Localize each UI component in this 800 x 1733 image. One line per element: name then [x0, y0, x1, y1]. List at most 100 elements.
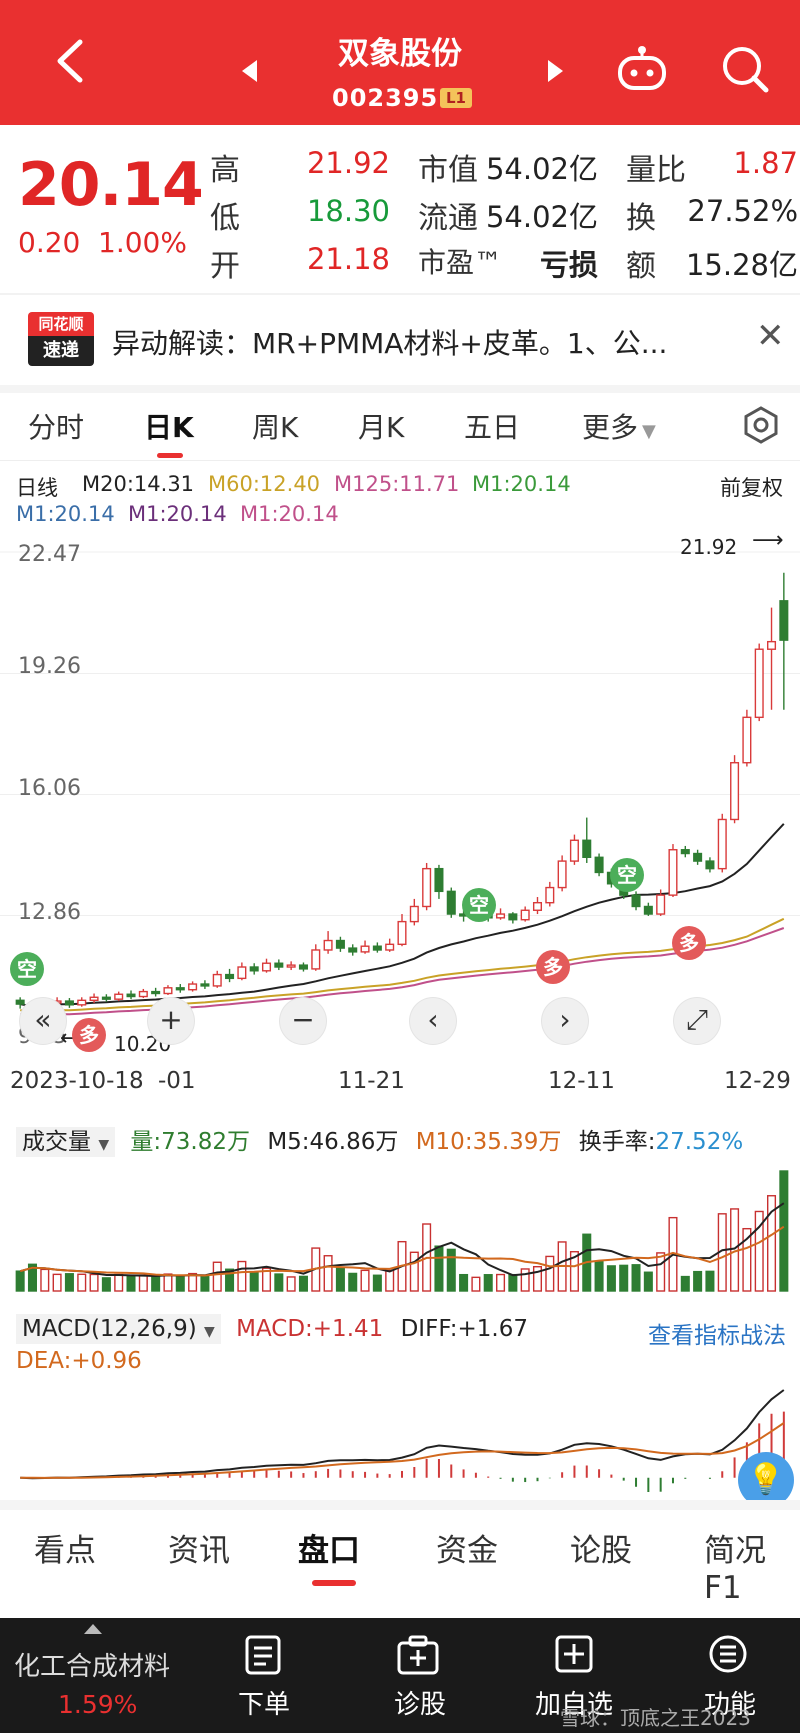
volume-bar — [27, 1263, 37, 1292]
order-icon[interactable] — [244, 1634, 282, 1676]
turnover-rate-label: 换手率: — [578, 1129, 656, 1155]
volume-bar — [188, 1272, 198, 1292]
tab-news[interactable]: 资讯 — [168, 1533, 230, 1569]
volume-bar — [520, 1268, 530, 1292]
candle — [311, 949, 321, 970]
turnover-label: 换 — [626, 201, 656, 236]
adjust-mode[interactable]: 前复权 — [720, 476, 783, 500]
candle — [767, 640, 777, 650]
diff-line — [20, 1389, 785, 1480]
settings-icon[interactable] — [742, 406, 780, 444]
tab-highlights[interactable]: 看点 — [34, 1533, 96, 1569]
y-tick: 22.47 — [18, 542, 81, 567]
next-candle-button[interactable]: › — [542, 998, 588, 1044]
candle — [754, 648, 764, 719]
candle — [200, 983, 210, 987]
volume-bar — [15, 1270, 25, 1292]
lightbulb-icon[interactable]: 💡 — [738, 1452, 794, 1508]
volume-bar — [532, 1265, 543, 1292]
tab-more[interactable]: 更多 ▼ — [582, 406, 656, 446]
candle — [126, 993, 136, 998]
order-button[interactable]: 下单 — [237, 1690, 290, 1720]
close-icon[interactable]: ✕ — [756, 316, 785, 356]
tab-weekly-k[interactable]: 周K — [252, 411, 299, 444]
tab-order-book[interactable]: 盘口 — [298, 1533, 360, 1569]
candle — [77, 999, 87, 1006]
candle — [175, 987, 185, 991]
tab-intraday[interactable]: 分时 — [28, 411, 85, 444]
diagnose-icon[interactable] — [396, 1634, 440, 1676]
tab-five-day[interactable]: 五日 — [464, 411, 521, 444]
candle — [520, 909, 530, 921]
badge-bottom: 速递 — [28, 336, 94, 366]
tab-capital[interactable]: 资金 — [436, 1533, 498, 1569]
chevron-left-icon[interactable] — [52, 38, 86, 84]
candle — [643, 905, 653, 915]
amount-value: 15.28亿 — [685, 248, 798, 282]
volume-bar — [471, 1276, 481, 1292]
kline-chart[interactable] — [0, 525, 800, 1055]
candle — [138, 990, 148, 998]
pe-value: 亏损 — [539, 248, 598, 282]
triangle-right-icon[interactable] — [548, 60, 563, 82]
y-tick: 16.06 — [18, 776, 81, 801]
amount-label: 额 — [626, 249, 656, 284]
news-headline[interactable]: 异动解读：MR+PMMA材料+皮革。1、公... — [112, 327, 668, 360]
candle — [15, 999, 25, 1005]
volume-bar — [643, 1271, 653, 1292]
functions-button[interactable]: 功能 — [703, 1690, 756, 1720]
prev-candle-button[interactable]: ‹ — [410, 998, 456, 1044]
volume-bar — [101, 1277, 111, 1292]
candle — [298, 964, 308, 970]
candle — [569, 839, 579, 862]
candle — [594, 856, 604, 874]
candle — [693, 852, 703, 862]
candle — [114, 993, 124, 1000]
candle — [508, 913, 518, 921]
candle — [348, 947, 358, 953]
candle — [323, 939, 333, 951]
macd-chart[interactable] — [0, 1380, 800, 1498]
candle — [545, 886, 555, 904]
candle — [434, 867, 444, 893]
candle — [212, 973, 222, 987]
volume-bar — [261, 1267, 272, 1292]
tab-profile[interactable]: 简况F1 — [704, 1533, 766, 1606]
triangle-left-icon[interactable] — [242, 60, 257, 82]
zoom-out-button[interactable]: − — [280, 998, 326, 1044]
candle — [64, 1000, 74, 1006]
scroll-left-button[interactable]: « — [20, 998, 66, 1044]
volume-bar — [705, 1270, 715, 1292]
legend-period: 日线 — [16, 476, 58, 500]
zoom-in-button[interactable]: + — [148, 998, 194, 1044]
macd-selector[interactable]: MACD(12,26,9) ▼ — [16, 1314, 221, 1344]
bottom-toolbar — [0, 1618, 800, 1733]
add-watchlist-icon[interactable] — [554, 1634, 594, 1674]
add-watchlist-button[interactable]: 加自选 — [534, 1690, 613, 1720]
fullscreen-button[interactable]: ⤢ — [674, 998, 720, 1044]
volume-bar — [212, 1261, 222, 1292]
caret-up-icon[interactable] — [84, 1624, 102, 1634]
volume-bar — [335, 1267, 345, 1292]
diagnose-button[interactable]: 诊股 — [393, 1690, 446, 1720]
candle — [532, 901, 543, 911]
candle — [446, 890, 456, 915]
candle — [631, 894, 641, 908]
divider — [0, 385, 800, 393]
search-icon[interactable] — [720, 44, 770, 94]
sector-name[interactable]: 化工合成材料 — [14, 1652, 171, 1682]
high-value: 21.92 — [306, 146, 390, 180]
volume-selector[interactable]: 成交量 ▼ — [16, 1127, 116, 1157]
tab-forum[interactable]: 论股 — [570, 1533, 632, 1569]
robot-icon[interactable] — [616, 42, 668, 92]
volume-bar — [360, 1269, 370, 1292]
volume-bar — [446, 1248, 456, 1292]
volume-bar — [409, 1251, 419, 1292]
volume-value: 量:73.82万 — [130, 1129, 250, 1155]
indicator-tips-link[interactable]: 查看指标战法 — [648, 1323, 786, 1349]
tab-monthly-k[interactable]: 月K — [358, 411, 405, 444]
tab-daily-k[interactable]: 日K — [144, 411, 194, 444]
volume-chart[interactable] — [0, 1155, 800, 1295]
open-value: 21.18 — [306, 242, 390, 276]
menu-icon[interactable] — [708, 1634, 748, 1674]
